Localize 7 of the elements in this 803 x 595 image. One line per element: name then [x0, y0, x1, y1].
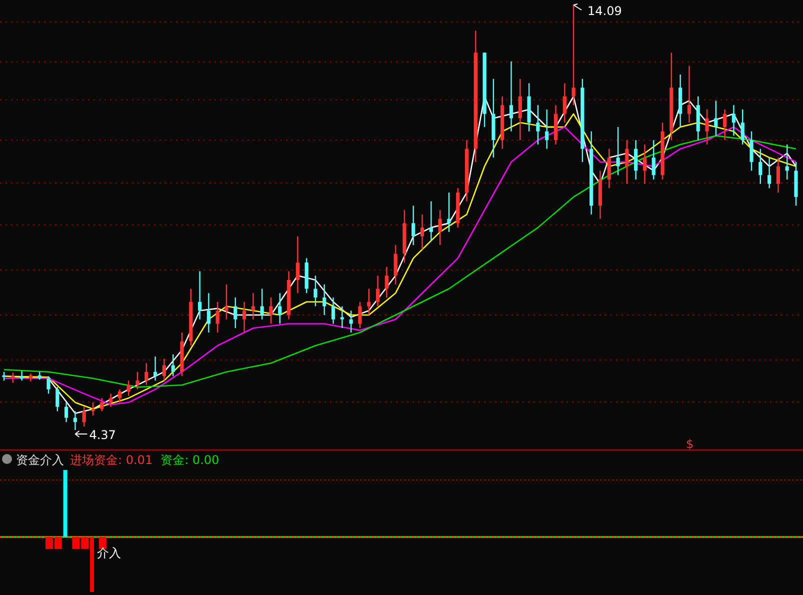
text: $ [686, 437, 694, 451]
annotation: 介入 [96, 546, 121, 560]
annotation: 14.09 [588, 4, 622, 18]
chart-title: 资金介入 [16, 453, 64, 467]
text: 资金: 0.00 [160, 453, 220, 467]
text: 进场资金: 0.01 [70, 453, 153, 467]
annotation: 4.37 [89, 428, 116, 442]
